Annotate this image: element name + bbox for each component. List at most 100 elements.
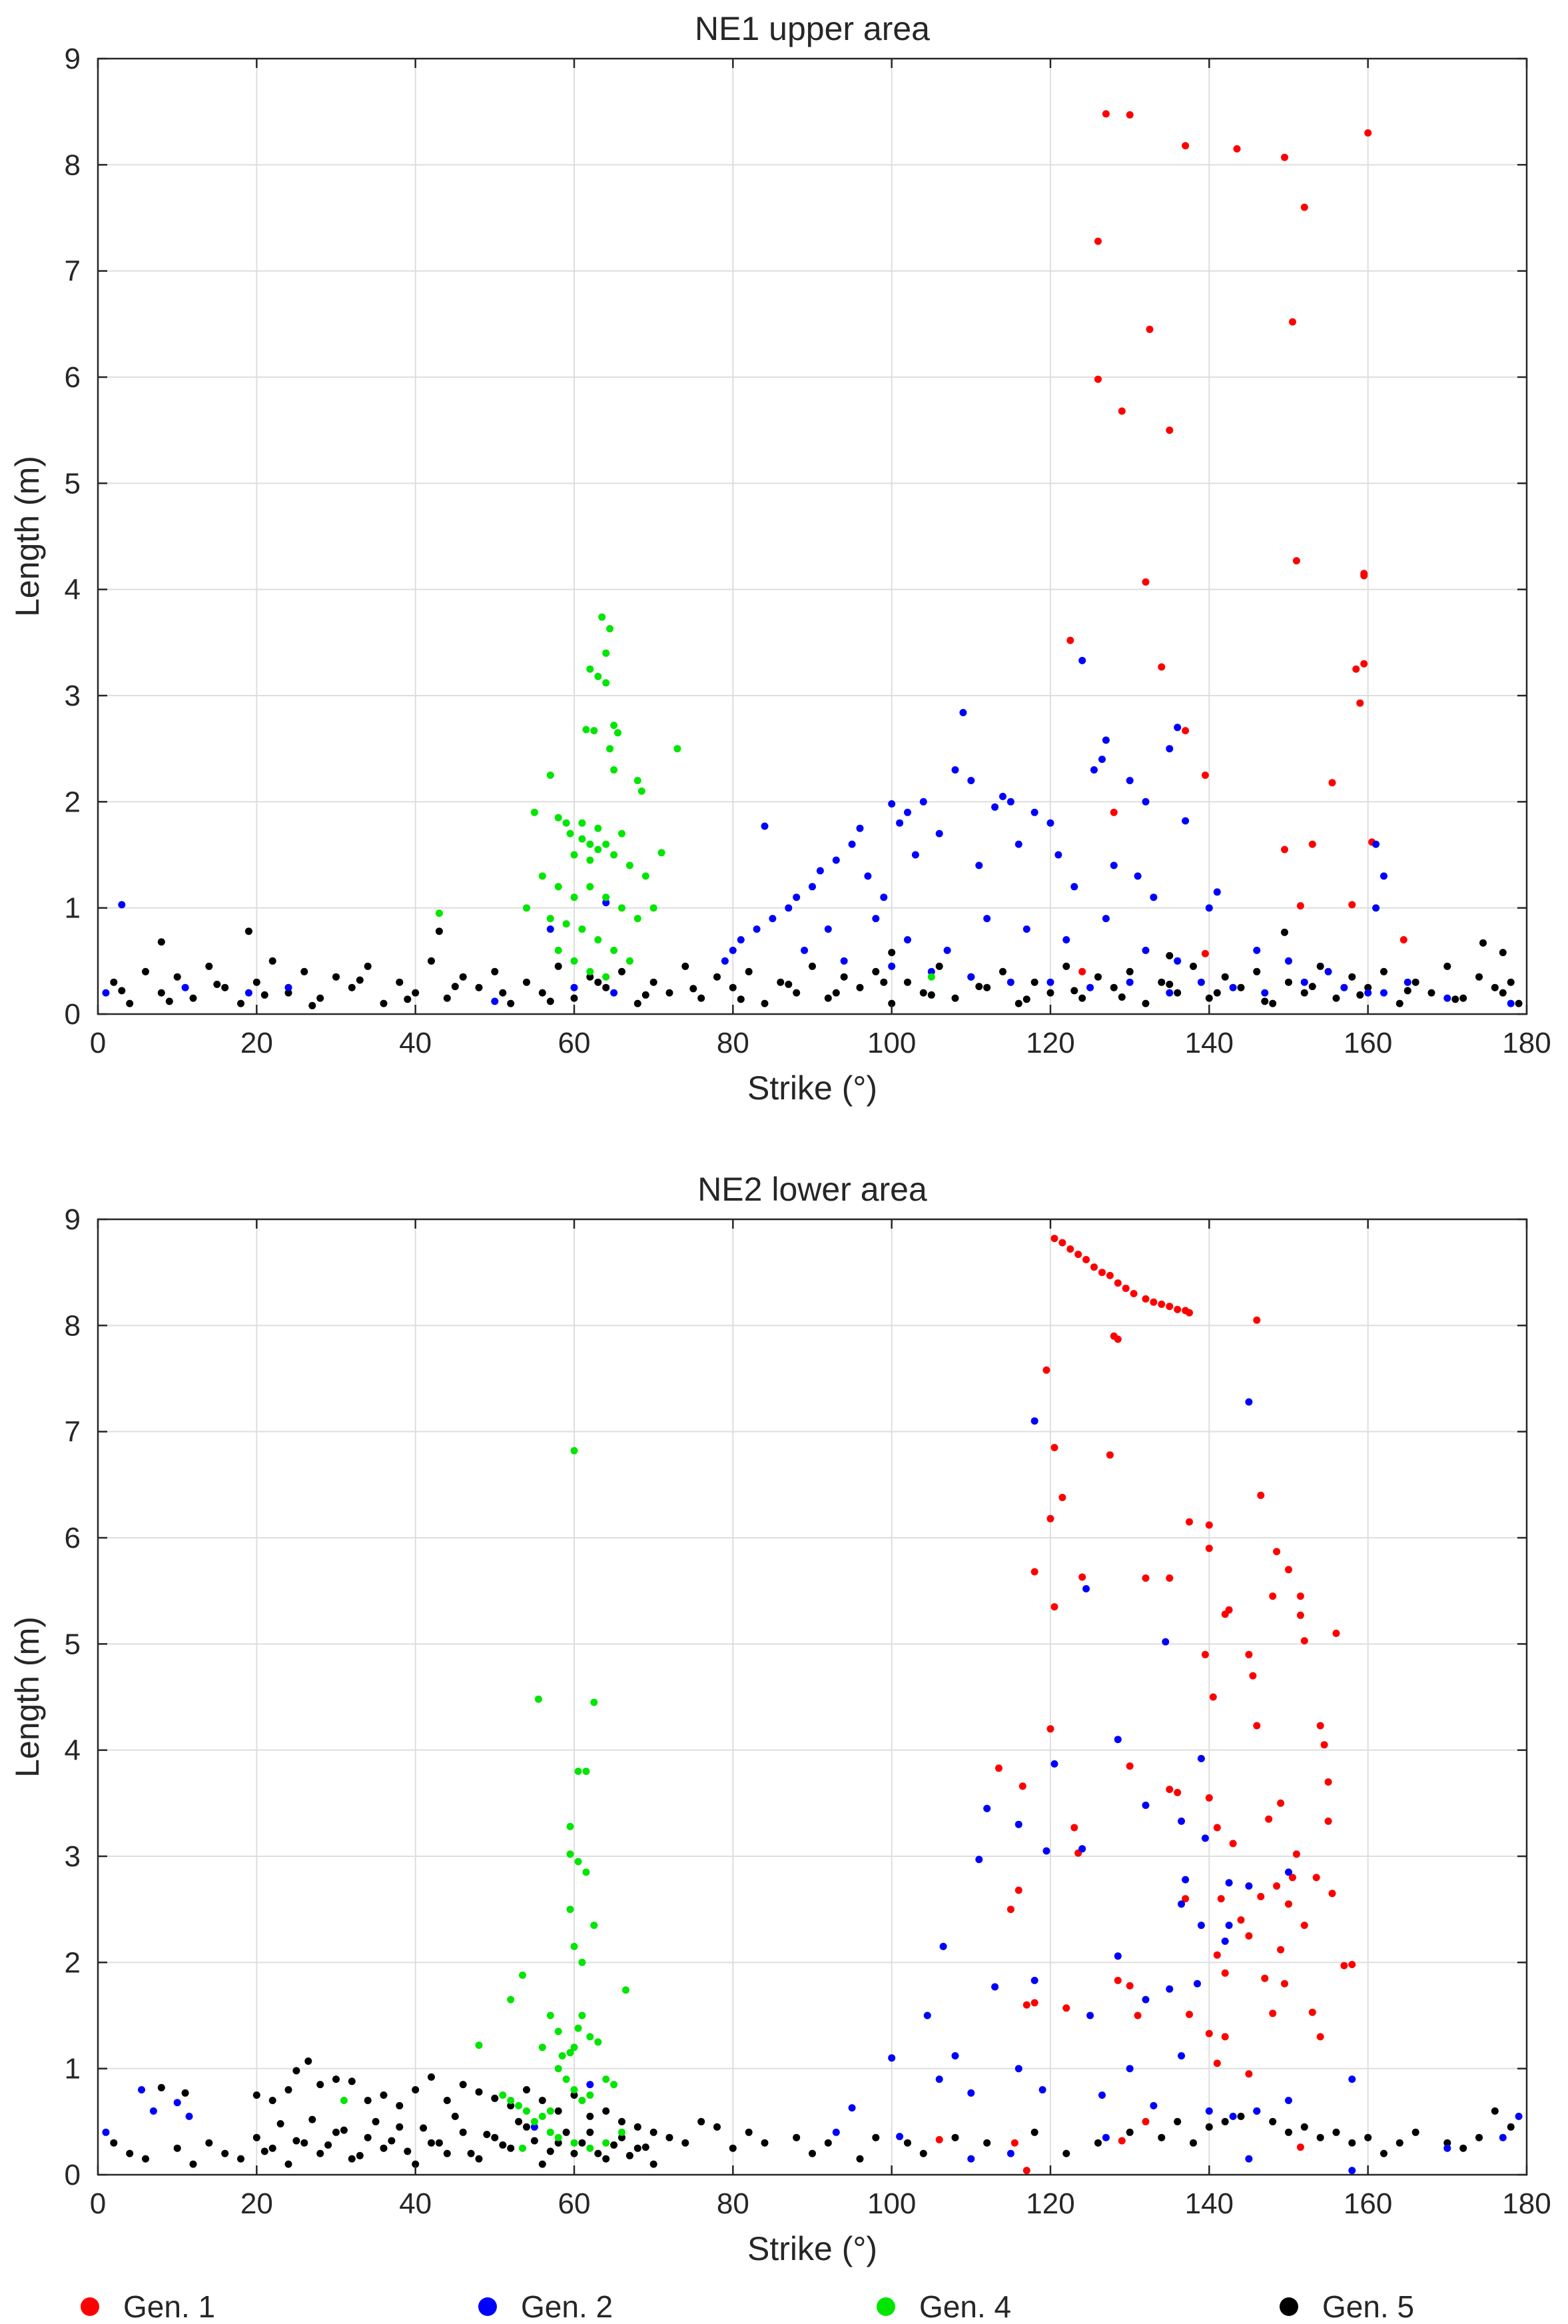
- data-point: [396, 2123, 404, 2131]
- data-point: [1014, 1820, 1022, 1828]
- data-point: [1277, 1946, 1285, 1954]
- data-point: [404, 2147, 412, 2155]
- data-point: [602, 2107, 610, 2115]
- data-point: [1030, 1417, 1038, 1425]
- data-point: [1253, 2107, 1261, 2115]
- legend-marker: [81, 2297, 99, 2316]
- x-tick-label: 60: [558, 1027, 591, 1059]
- data-point: [554, 2139, 562, 2147]
- plot-frame: [97, 57, 1528, 1015]
- x-tick-label: 0: [90, 2187, 106, 2220]
- data-point: [491, 967, 499, 975]
- data-point: [983, 1804, 991, 1812]
- data-point: [149, 2107, 157, 2115]
- data-point: [1174, 724, 1182, 732]
- data-point: [237, 2155, 244, 2163]
- data-point: [761, 999, 769, 1007]
- data-point: [785, 904, 793, 912]
- data-point: [1110, 808, 1118, 816]
- data-point: [1126, 1762, 1134, 1770]
- data-point: [570, 2043, 578, 2051]
- y-tick-label: 6: [65, 361, 81, 394]
- data-point: [1110, 983, 1118, 991]
- data-point: [1225, 1606, 1233, 1614]
- y-tick-label: 2: [65, 1946, 81, 1979]
- data-point: [633, 2123, 641, 2131]
- data-point: [546, 2147, 554, 2155]
- y-tick-label: 8: [65, 1309, 81, 1342]
- data-point: [1186, 2010, 1193, 2018]
- data-point: [1178, 1817, 1186, 1825]
- data-point: [713, 2123, 721, 2131]
- data-point: [1395, 999, 1403, 1007]
- data-point: [590, 1698, 598, 1706]
- data-point: [244, 927, 252, 935]
- y-tick-label: 4: [65, 574, 81, 606]
- data-point: [1142, 798, 1150, 806]
- data-point: [1265, 1815, 1273, 1823]
- data-point: [1078, 1845, 1086, 1853]
- data-point: [951, 2133, 959, 2141]
- data-point: [1134, 2012, 1142, 2020]
- data-point: [625, 957, 633, 965]
- data-point: [1022, 2167, 1030, 2175]
- data-point: [284, 989, 292, 997]
- data-point: [1006, 2149, 1014, 2157]
- data-point: [570, 1942, 578, 1950]
- data-point: [1166, 951, 1174, 959]
- data-point: [1050, 1760, 1058, 1768]
- data-point: [824, 2139, 832, 2147]
- data-point: [582, 1868, 590, 1876]
- data-point: [1451, 995, 1459, 1003]
- data-point: [1443, 2139, 1451, 2147]
- x-tick-label: 180: [1502, 1027, 1551, 1059]
- data-point: [959, 709, 967, 716]
- data-point: [428, 2139, 435, 2147]
- data-point: [1221, 1938, 1229, 1945]
- data-point: [1285, 2128, 1292, 2136]
- data-point: [888, 962, 896, 970]
- data-point: [896, 819, 904, 827]
- data-point: [459, 2128, 467, 2136]
- data-point: [1269, 2117, 1277, 2125]
- data-point: [649, 978, 657, 986]
- data-point: [157, 938, 165, 946]
- data-point: [1328, 779, 1336, 787]
- data-point: [1150, 1298, 1158, 1306]
- series-gen-2: [102, 656, 1515, 1007]
- data-point: [1118, 993, 1126, 1001]
- data-point: [1229, 2112, 1237, 2120]
- data-point: [1050, 1235, 1058, 1243]
- data-point: [610, 946, 618, 954]
- data-point: [221, 983, 229, 991]
- data-point: [665, 2133, 673, 2141]
- data-point: [618, 830, 625, 838]
- data-point: [566, 1906, 574, 1914]
- legend-label: Gen. 2: [521, 2289, 613, 2324]
- data-point: [499, 2091, 507, 2099]
- data-point: [761, 2139, 769, 2147]
- data-point: [1205, 904, 1213, 912]
- data-point: [189, 994, 197, 1002]
- data-point: [602, 2139, 610, 2147]
- data-point: [1340, 1962, 1348, 1970]
- data-point: [507, 1996, 515, 2004]
- data-point: [1348, 1961, 1356, 1968]
- data-point: [1150, 2101, 1158, 2109]
- data-point: [1292, 557, 1300, 565]
- x-tick-label: 80: [717, 1027, 749, 1059]
- data-point: [1213, 1951, 1221, 1959]
- data-point: [793, 989, 801, 997]
- data-point: [1201, 772, 1209, 779]
- data-point: [1178, 2052, 1186, 2059]
- data-point: [546, 772, 554, 779]
- data-point: [1249, 1672, 1257, 1680]
- data-point: [1273, 1882, 1281, 1890]
- data-point: [1126, 2128, 1134, 2136]
- data-point: [1158, 1301, 1166, 1308]
- data-point: [268, 2144, 276, 2152]
- data-points: [102, 1235, 1523, 2175]
- y-tick-label: 0: [65, 2159, 81, 2191]
- data-point: [729, 983, 737, 991]
- data-point: [412, 2160, 420, 2168]
